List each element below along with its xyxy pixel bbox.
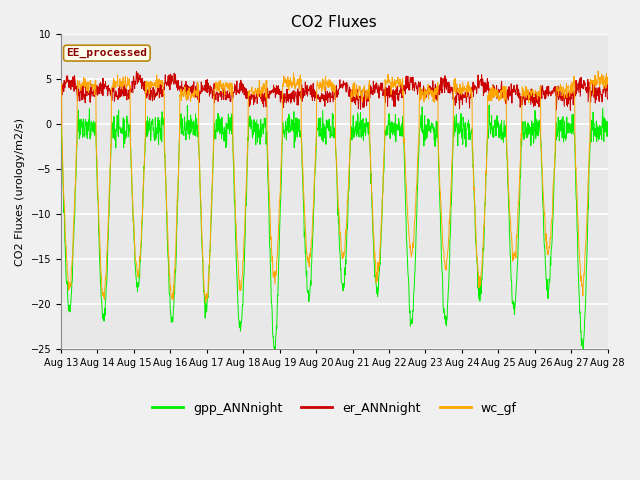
Legend: gpp_ANNnight, er_ANNnight, wc_gf: gpp_ANNnight, er_ANNnight, wc_gf — [147, 396, 522, 420]
Text: EE_processed: EE_processed — [67, 48, 147, 58]
Y-axis label: CO2 Fluxes (urology/m2/s): CO2 Fluxes (urology/m2/s) — [15, 118, 25, 265]
Title: CO2 Fluxes: CO2 Fluxes — [291, 15, 377, 30]
